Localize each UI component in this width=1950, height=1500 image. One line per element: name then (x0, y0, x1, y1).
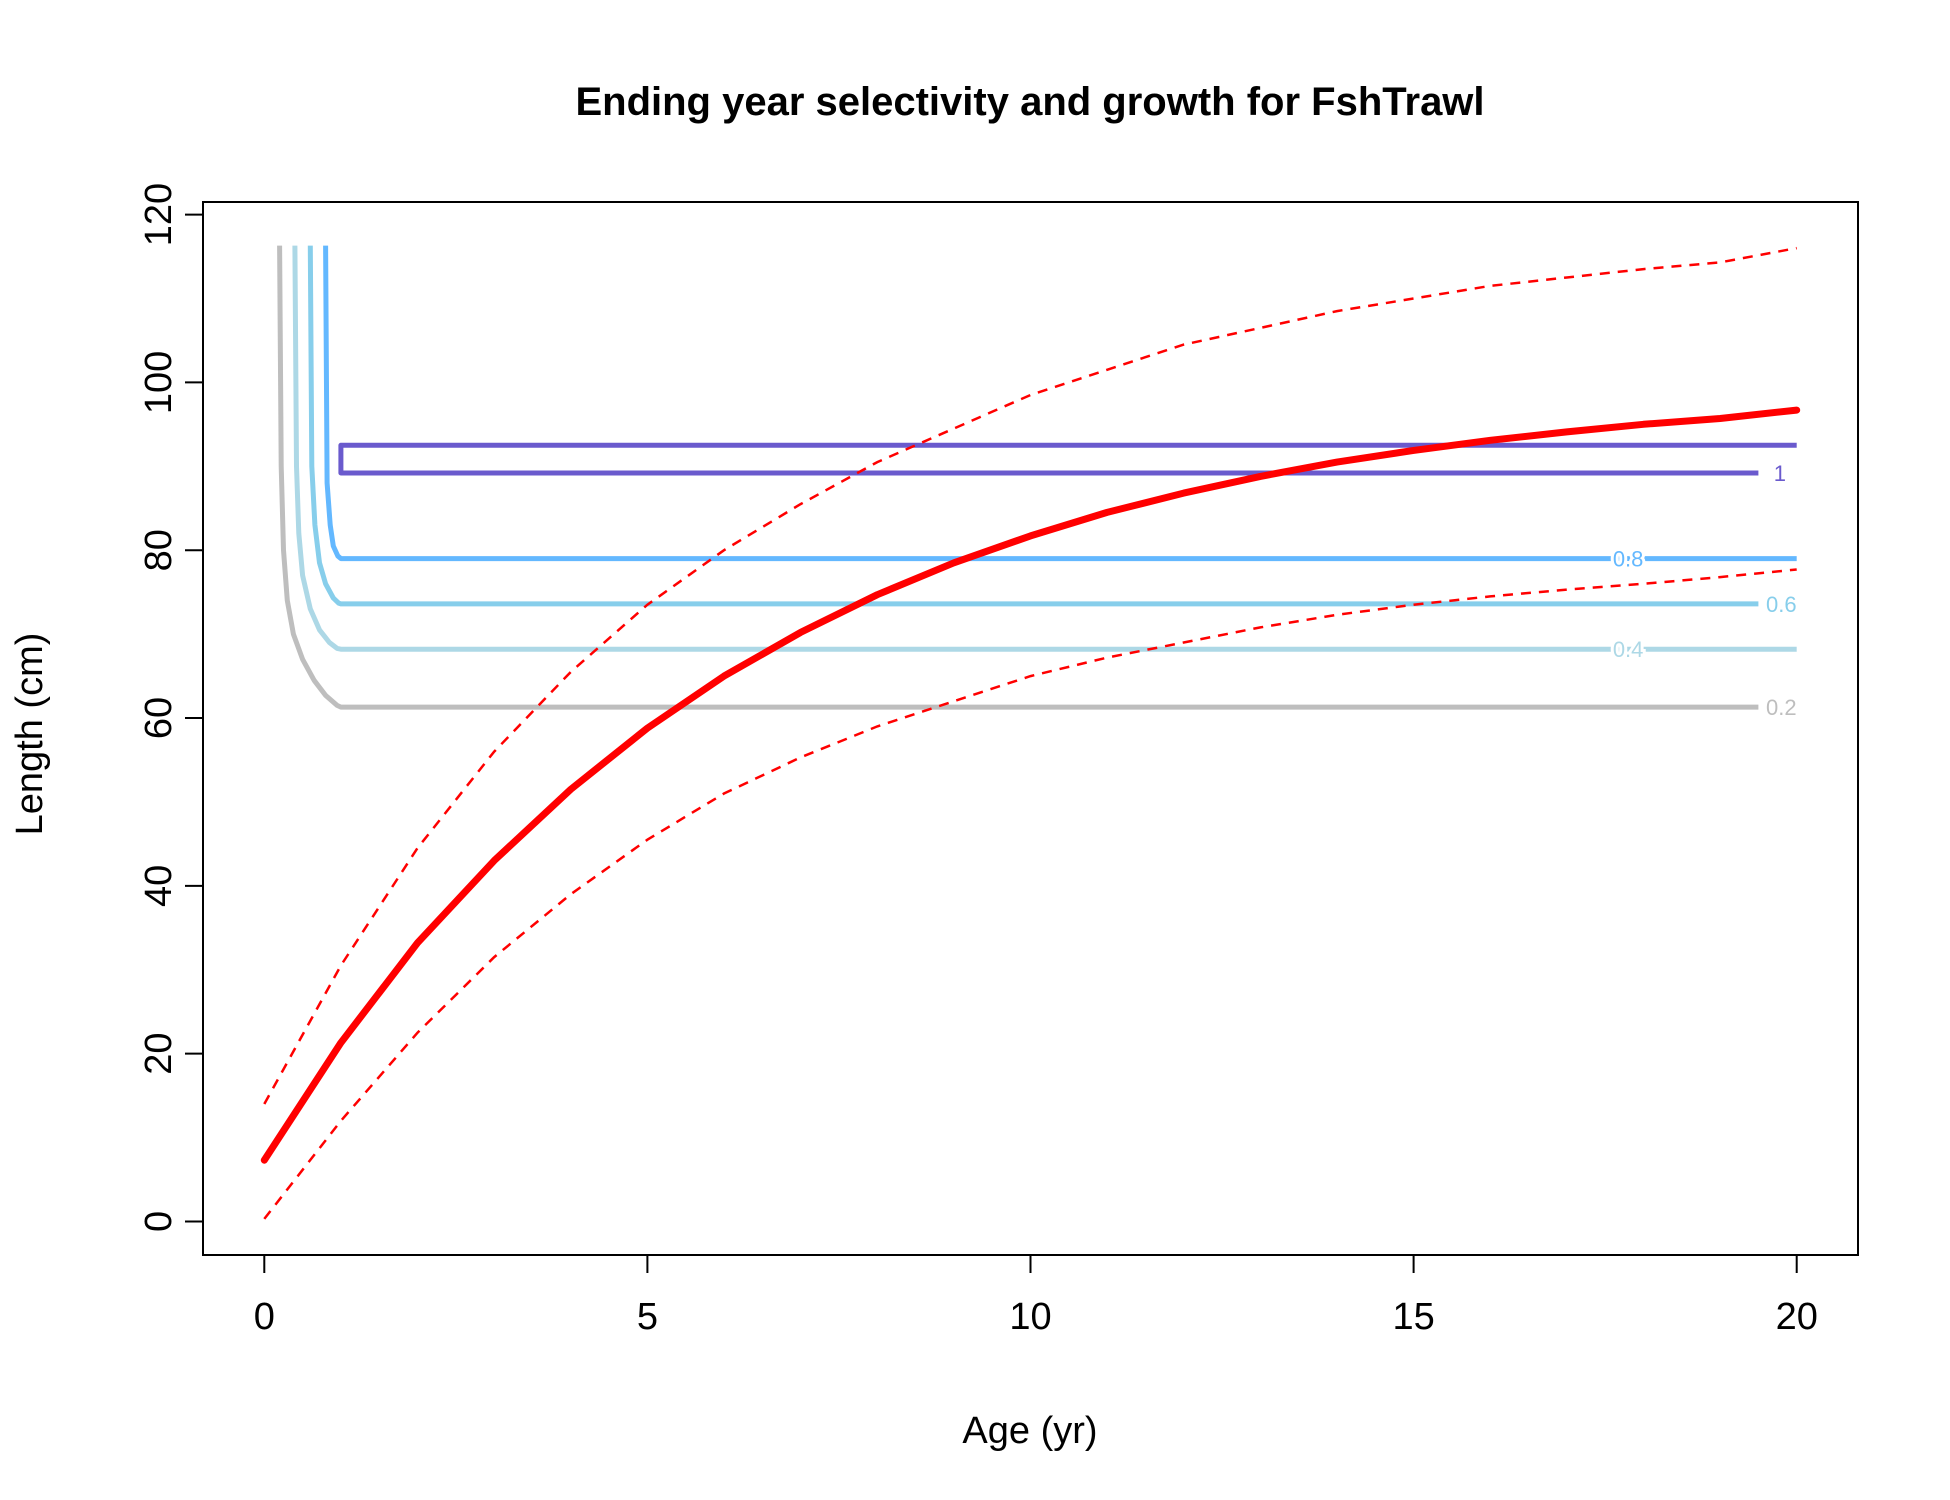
x-axis-label: Age (yr) (962, 1410, 1097, 1452)
contour-level-label: 1 (1774, 461, 1786, 486)
y-tick-label: 40 (138, 865, 180, 907)
contour-level-label: 0.4 (1613, 637, 1644, 662)
growth-mean-curve (260, 406, 1801, 1164)
contour-level-label: 0.2 (1766, 695, 1797, 720)
selectivity-contour-line (307, 245, 1759, 607)
x-axis: 0 5 10 15 20 (254, 1254, 1818, 1338)
y-tick-label: 20 (138, 1032, 180, 1074)
y-axis: 0 20 40 60 80 100 120 (138, 183, 204, 1232)
x-tick-label: 5 (637, 1296, 658, 1338)
x-tick-label: 10 (1009, 1296, 1051, 1338)
x-tick-label: 20 (1776, 1296, 1818, 1338)
growth-upper-interval (263, 246, 1797, 1105)
selectivity-contour-line (323, 245, 1797, 562)
x-tick-label: 0 (254, 1296, 275, 1338)
growth-curves (260, 246, 1801, 1220)
growth-lower-interval (263, 568, 1797, 1220)
y-tick-label: 100 (138, 351, 180, 414)
selectivity-contours: 0.2 0.4 0.6 0.8 1 (277, 245, 1800, 723)
y-tick-label: 80 (138, 529, 180, 571)
selectivity-contour-line (338, 442, 1797, 476)
y-tick-label: 120 (138, 183, 180, 246)
selectivity-contour-line (292, 245, 1797, 652)
contour-level-label: 0.6 (1766, 592, 1797, 617)
y-tick-label: 60 (138, 697, 180, 739)
y-axis-label: Length (cm) (9, 633, 51, 836)
y-tick-label: 0 (138, 1211, 180, 1232)
selectivity-contour-line (277, 245, 1759, 710)
chart-title: Ending year selectivity and growth for F… (575, 80, 1484, 124)
plot-frame (202, 201, 1859, 1256)
x-tick-label: 15 (1392, 1296, 1434, 1338)
contour-level-label: 0.8 (1613, 547, 1644, 572)
